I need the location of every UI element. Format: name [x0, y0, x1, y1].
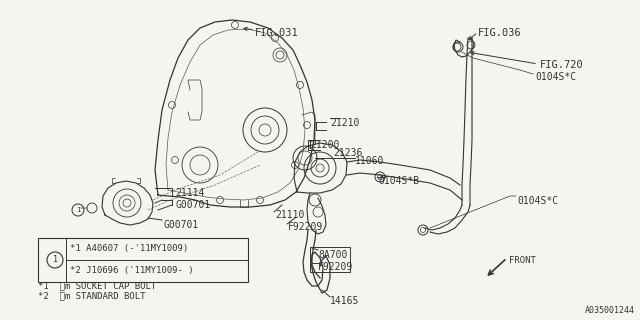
Text: 0104S*C: 0104S*C	[535, 72, 576, 82]
Text: FIG.036: FIG.036	[478, 28, 522, 38]
Text: 21210: 21210	[330, 118, 360, 128]
Text: 0104S*B: 0104S*B	[378, 176, 419, 186]
Text: *1 A40607 (-'11MY1009): *1 A40607 (-'11MY1009)	[70, 244, 188, 253]
Text: *2  Ⓡm STANDARD BOLT: *2 Ⓡm STANDARD BOLT	[38, 292, 145, 300]
Text: *2 J10696 ('11MY1009- ): *2 J10696 ('11MY1009- )	[70, 267, 194, 276]
Text: 1: 1	[52, 255, 58, 265]
Text: 8A700: 8A700	[318, 250, 348, 260]
Bar	[310, 247, 350, 272]
Text: G00701: G00701	[175, 200, 211, 210]
Text: A035001244: A035001244	[585, 306, 635, 315]
Text: 21236: 21236	[333, 148, 362, 158]
Text: 11060: 11060	[355, 156, 385, 166]
Text: FIG.031: FIG.031	[255, 28, 299, 38]
Text: FIG.720: FIG.720	[540, 60, 584, 70]
Text: 1: 1	[76, 207, 80, 213]
Text: 21200: 21200	[310, 140, 339, 150]
Text: F92209: F92209	[318, 262, 353, 272]
Text: 14165: 14165	[330, 296, 360, 306]
Text: *1  Ⓢm SOCKET CAP BOLT: *1 Ⓢm SOCKET CAP BOLT	[38, 282, 156, 291]
Text: F92209: F92209	[288, 222, 323, 232]
Text: 21110: 21110	[275, 210, 305, 220]
Text: FRONT: FRONT	[509, 256, 536, 265]
Text: G00701: G00701	[163, 220, 198, 230]
Bar	[38, 238, 248, 282]
Text: 0104S*C: 0104S*C	[517, 196, 558, 206]
Text: 21114: 21114	[175, 188, 204, 198]
